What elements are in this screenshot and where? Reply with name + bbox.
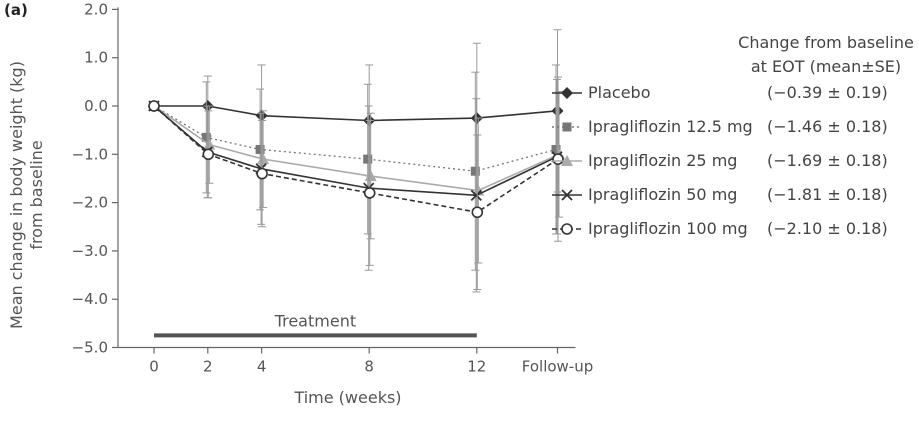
- series-ipragliflozin-25-mg: [148, 91, 565, 264]
- legend-label: Ipragliflozin 25 mg: [588, 151, 737, 170]
- data-point-triangle: [561, 155, 573, 166]
- treatment-bar-group: Treatment: [154, 311, 477, 338]
- legend-eot-value: (−1.69 ± 0.18): [767, 151, 888, 170]
- data-point-circle: [202, 148, 215, 161]
- error-bars: [204, 76, 562, 291]
- y-axis-title-line-1: Mean change in body weight (kg): [7, 61, 26, 329]
- y-axis: 2.0 1.0 0.0 −1.0 −2.0 −3.0 −4.0 −5.0: [72, 0, 119, 357]
- data-point-x: [561, 189, 573, 201]
- legend-entry: Placebo (−0.39 ± 0.19): [552, 83, 888, 102]
- legend-eot-value: (−1.81 ± 0.18): [767, 185, 888, 204]
- legend-header-line-1: Change from baseline: [738, 33, 914, 52]
- x-tick-label: 12: [467, 358, 486, 376]
- treatment-label: Treatment: [274, 311, 356, 330]
- y-tick-label: −5.0: [72, 339, 108, 357]
- y-tick-label: −3.0: [72, 242, 108, 260]
- legend-label: Ipragliflozin 12.5 mg: [588, 117, 753, 136]
- legend-entry: Ipragliflozin 12.5 mg (−1.46 ± 0.18): [552, 117, 888, 136]
- y-tick-label: 1.0: [84, 49, 108, 67]
- series-line: [153, 105, 559, 214]
- data-point-circle: [471, 206, 484, 219]
- plot-area: [148, 29, 565, 293]
- panel-label: (a): [4, 1, 28, 19]
- data-point-square: [562, 122, 572, 132]
- legend: Change from baseline at EOT (mean±SE) Pl…: [552, 33, 914, 238]
- data-point-circle: [561, 223, 573, 235]
- data-point-square: [551, 144, 561, 154]
- legend-eot-value: (−0.39 ± 0.19): [767, 83, 888, 102]
- data-point-circle: [148, 100, 160, 112]
- legend-entry: Ipragliflozin 25 mg (−1.69 ± 0.18): [552, 151, 888, 170]
- x-axis: 0 2 4 8 12 Follow-up: [118, 346, 594, 376]
- data-point-triangle: [364, 170, 377, 182]
- x-marker-stroke: [470, 189, 482, 201]
- y-tick-label: 0.0: [84, 97, 108, 115]
- y-tick-label: −4.0: [72, 290, 108, 308]
- y-tick-label: −1.0: [72, 145, 108, 163]
- data-point-circle: [552, 153, 564, 165]
- data-point-square: [201, 132, 211, 142]
- error-bars: [205, 91, 563, 264]
- legend-eot-value: (−2.10 ± 0.18): [767, 219, 888, 238]
- data-point-square: [363, 154, 373, 164]
- legend-header-line-2: at EOT (mean±SE): [751, 57, 901, 76]
- error-bars: [203, 78, 561, 293]
- x-tick-label: 0: [149, 358, 159, 376]
- data-point-circle: [363, 187, 376, 199]
- data-point-diamond: [561, 87, 573, 99]
- series-line: [153, 105, 560, 192]
- data-point-x: [470, 189, 482, 201]
- data-point-triangle: [257, 153, 270, 165]
- x-tick-label: 8: [364, 358, 374, 376]
- x-tick-label: 4: [257, 358, 267, 376]
- series-ipragliflozin-12-5-mg: [149, 64, 561, 271]
- y-axis-title: Mean change in body weight (kg) from bas…: [7, 61, 46, 329]
- legend-eot-value: (−1.46 ± 0.18): [767, 117, 888, 136]
- x-tick-label: 2: [203, 358, 213, 376]
- legend-entry: Ipragliflozin 50 mg (−1.81 ± 0.18): [552, 185, 888, 204]
- x-marker-stroke: [561, 189, 573, 201]
- y-tick-label: 2.0: [84, 0, 108, 18]
- y-tick-label: −2.0: [72, 194, 108, 212]
- series-line: [153, 105, 557, 172]
- legend-label: Ipragliflozin 100 mg: [588, 219, 748, 238]
- data-point-square: [470, 166, 480, 176]
- series-line: [154, 105, 558, 122]
- x-tick-label: Follow-up: [522, 358, 594, 376]
- data-point-circle: [256, 167, 268, 180]
- legend-entry: Ipragliflozin 100 mg (−2.10 ± 0.18): [552, 219, 888, 238]
- x-axis-title: Time (weeks): [293, 388, 401, 407]
- y-axis-title-line-2: from baseline: [27, 140, 46, 249]
- series-line: [153, 105, 558, 197]
- legend-label: Ipragliflozin 50 mg: [588, 185, 737, 204]
- data-point-square: [255, 144, 265, 154]
- legend-label: Placebo: [588, 83, 650, 102]
